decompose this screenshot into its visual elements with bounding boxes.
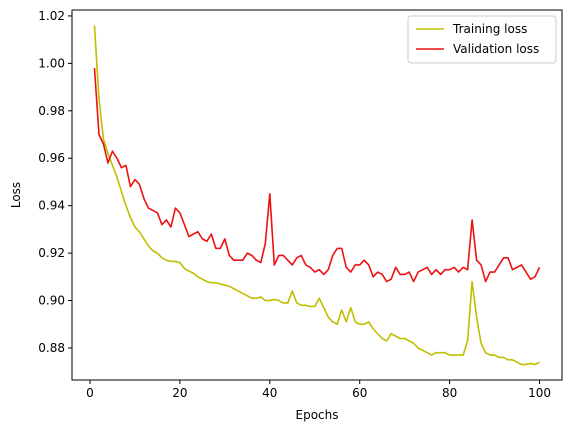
legend-label-training: Training loss: [452, 22, 527, 36]
x-tick-label: 60: [352, 386, 367, 400]
y-tick-label: 0.88: [38, 341, 65, 355]
training-loss-line: [93, 25, 540, 366]
legend-box: [407, 15, 557, 64]
x-tick-label: 100: [528, 386, 551, 400]
x-axis-label: Epochs: [296, 408, 339, 422]
y-tick-label: 0.90: [38, 294, 65, 308]
series-layer: [93, 25, 541, 366]
x-tick-label: 20: [172, 386, 187, 400]
legend: Training loss Validation loss: [407, 15, 557, 64]
y-tick-label: 0.94: [38, 199, 65, 213]
y-tick-label: 0.98: [38, 104, 65, 118]
ticks-layer: 0 20 40 60 80 100 0.88 0.90 0.92 0.94 0.96 0.98 1.00…: [38, 9, 551, 400]
y-axis-label: Loss: [9, 182, 23, 208]
x-tick-label: 0: [86, 386, 94, 400]
x-tick-label: 40: [262, 386, 277, 400]
y-tick-label: 0.92: [38, 246, 65, 260]
legend-label-validation: Validation loss: [453, 42, 539, 56]
y-tick-label: 0.96: [38, 151, 65, 165]
axes-frame: [71, 9, 563, 381]
validation-loss-line: [93, 68, 541, 283]
x-tick-label: 80: [442, 386, 457, 400]
y-tick-label: 1.00: [38, 56, 65, 70]
y-tick-label: 1.02: [38, 9, 65, 23]
